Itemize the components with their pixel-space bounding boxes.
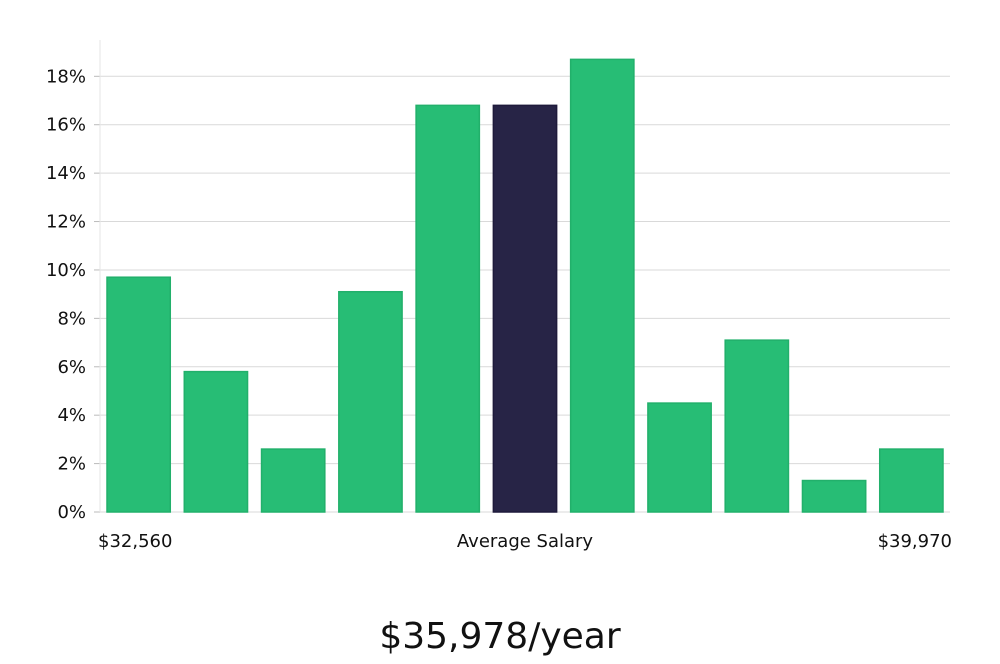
bar [106,276,172,513]
bar [878,448,944,513]
y-tick-label: 16% [46,115,86,136]
x-max-label: $39,970 [878,531,952,552]
bar [260,448,326,513]
bar [415,104,481,513]
bar [801,479,867,513]
bar [569,58,635,513]
y-tick-labels: 0% 2% 4% 6% 8% 10% 12% 14% 16% 18% [46,66,86,523]
bar-average-salary [492,104,558,513]
y-tick-label: 8% [57,308,86,329]
bar [183,370,249,513]
average-salary-value: $35,978/year [379,616,621,657]
bars [106,58,944,513]
y-tick-label: 14% [46,163,86,184]
bar [724,339,790,513]
x-center-label: Average Salary [457,531,594,552]
x-min-label: $32,560 [98,531,172,552]
y-tick-label: 18% [46,66,86,87]
bar [647,402,712,513]
y-tick-label: 6% [57,357,86,378]
y-tick-label: 2% [57,454,86,475]
y-tick-label: 12% [46,212,86,233]
y-tick-label: 0% [57,502,86,523]
bar [338,290,403,513]
y-tick-label: 10% [46,260,86,281]
y-tick-label: 4% [57,405,86,426]
